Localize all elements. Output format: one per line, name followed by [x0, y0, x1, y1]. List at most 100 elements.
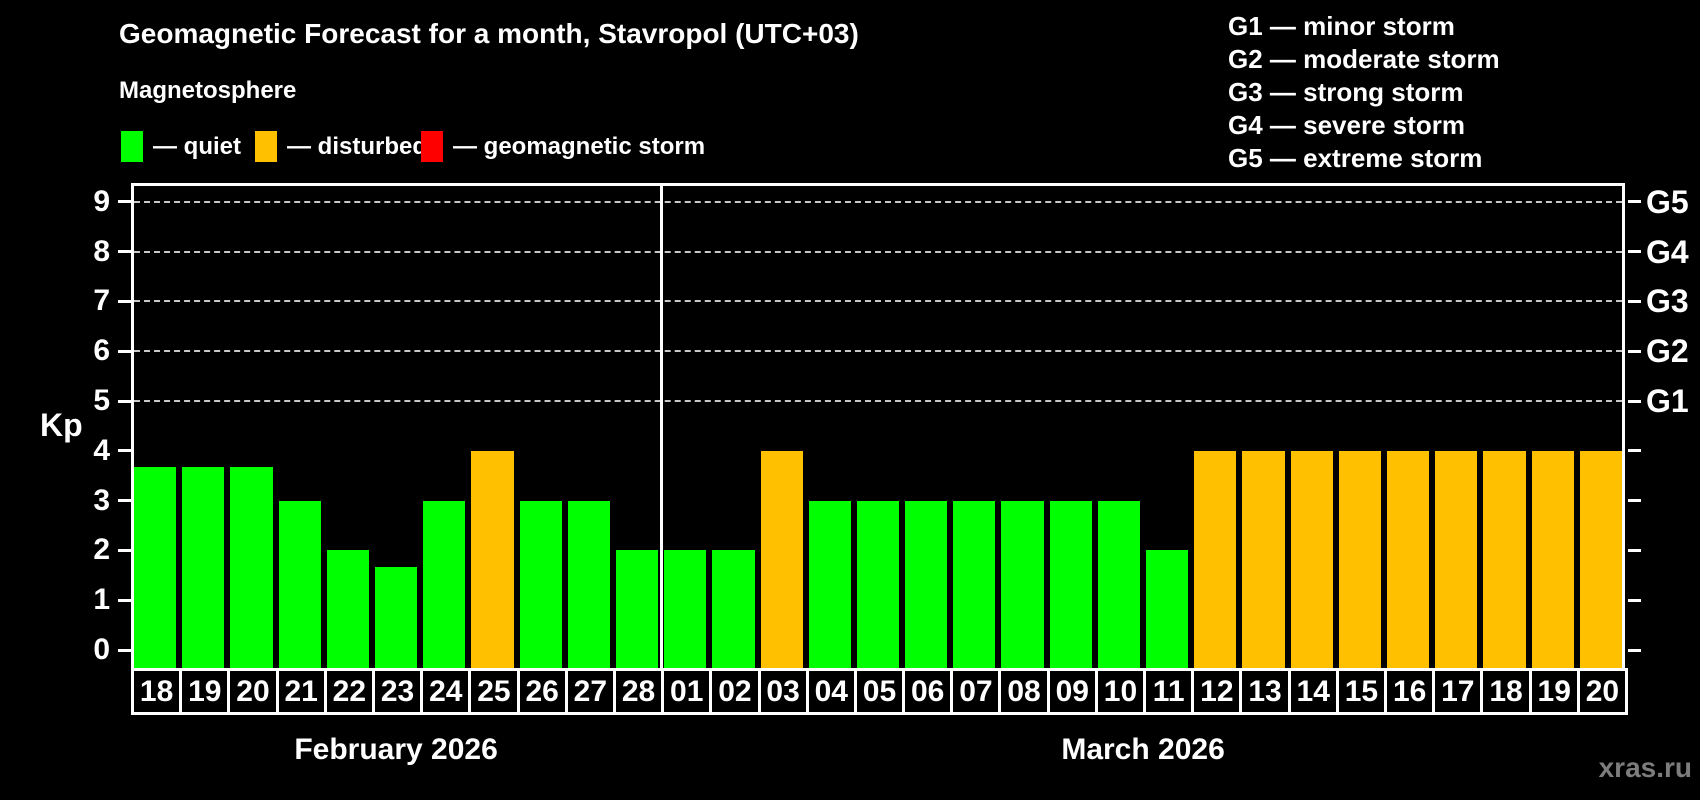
kp-bar [856, 500, 900, 668]
y-axis-tick-label: 5 [93, 384, 110, 417]
right-axis-label-g3: G3 [1646, 283, 1689, 320]
day-label: 13 [1239, 668, 1291, 715]
gridline-kp5 [134, 400, 1622, 402]
y-axis-tick-label: 1 [93, 583, 110, 617]
right-axis-tick [1628, 200, 1641, 204]
gridline-kp9 [134, 200, 1622, 203]
disturbed-color-swatch-icon [255, 131, 277, 162]
kp-bar [567, 500, 610, 668]
day-label: 28 [612, 668, 665, 715]
day-label: 05 [853, 668, 906, 715]
day-label: 11 [1143, 668, 1195, 715]
kp-bar [808, 500, 851, 668]
kp-bar [760, 450, 803, 668]
day-label: 19 [1528, 668, 1580, 715]
day-label: 06 [902, 668, 954, 715]
right-axis-tick [1628, 499, 1641, 503]
kp-bar [519, 500, 562, 668]
storm-scale-line-g1: G1 — minor storm [1228, 11, 1455, 41]
kp-bar [905, 500, 948, 668]
kp-bar [1001, 500, 1044, 668]
month-separator [659, 183, 663, 668]
month-label: March 2026 [1061, 733, 1225, 766]
kp-bar [278, 500, 321, 668]
y-axis-tick-label: 2 [93, 533, 110, 567]
storm-color-swatch-icon [421, 131, 443, 162]
y-axis-tick-label: 0 [93, 633, 110, 666]
right-axis-tick [1628, 598, 1641, 602]
day-label: 01 [661, 668, 713, 715]
plot-border-left [131, 183, 134, 668]
legend-item-disturbed: — disturbed [255, 131, 427, 162]
day-label: 18 [131, 668, 183, 715]
plot-area [131, 183, 1625, 668]
plot-border-right [1622, 183, 1625, 668]
kp-bar [1242, 450, 1285, 668]
kp-bar [1049, 500, 1092, 668]
day-label: 22 [323, 668, 375, 715]
kp-bar [1387, 450, 1430, 668]
y-axis-tick [118, 299, 131, 303]
legend-label-storm: — geomagnetic storm [453, 133, 706, 160]
kp-bar [1097, 500, 1141, 668]
kp-bar [326, 550, 369, 668]
y-axis-tick-label: 8 [93, 234, 110, 268]
right-axis-tick [1628, 349, 1641, 353]
storm-scale-line-g4: G4 — severe storm [1228, 110, 1466, 140]
y-axis-tick [118, 399, 131, 403]
kp-bar [1290, 450, 1333, 668]
y-axis-tick [118, 548, 131, 552]
day-label: 14 [1287, 668, 1339, 715]
day-label: 17 [1432, 668, 1484, 715]
day-label: 07 [950, 668, 1002, 715]
plot-border-top [131, 183, 1625, 186]
right-axis-tick [1628, 399, 1641, 403]
y-axis-tick [118, 648, 131, 652]
right-axis-label-g1: G1 [1646, 383, 1689, 419]
month-label: February 2026 [294, 733, 498, 766]
legend-item-storm: — geomagnetic storm [421, 131, 705, 162]
right-axis-tick [1628, 548, 1641, 552]
y-axis-tick [118, 250, 131, 254]
kp-bar [230, 467, 273, 668]
day-label: 20 [227, 668, 279, 715]
storm-scale-line-g3: G3 — strong storm [1228, 77, 1464, 107]
kp-bar [953, 500, 996, 668]
day-label: 27 [564, 668, 616, 715]
right-axis-tick [1628, 250, 1641, 254]
y-axis-title: Kp [40, 407, 83, 443]
day-label: 09 [1046, 668, 1098, 715]
right-axis-tick [1628, 299, 1641, 303]
storm-scale-line-g2: G2 — moderate storm [1228, 44, 1500, 74]
legend-label-disturbed: — disturbed [287, 133, 428, 160]
watermark: xras.ru [1598, 752, 1692, 783]
gridline-kp7 [134, 300, 1622, 303]
day-axis: 18 19 20 21 22 23 24 25 26 27 28 01 02 03 04 05 06 07 08 09… [131, 668, 1631, 718]
gridline-kp6 [134, 350, 1622, 353]
day-label: 18 [1480, 668, 1532, 715]
kp-bar [712, 550, 755, 668]
gridline-kp8 [134, 250, 1622, 253]
y-axis-tick-label: 4 [93, 433, 110, 467]
day-label: 08 [998, 668, 1050, 715]
kp-bar [1435, 450, 1478, 668]
day-label: 16 [1384, 668, 1436, 715]
y-axis-tick [118, 200, 131, 204]
y-axis-tick-label: 9 [93, 184, 110, 218]
legend-label-quiet: — quiet [153, 133, 241, 160]
day-label: 26 [516, 668, 568, 715]
right-axis-label-g5: G5 [1646, 183, 1689, 220]
y-axis-tick-label: 6 [93, 334, 110, 368]
day-label: 15 [1335, 668, 1388, 715]
kp-bar [1194, 450, 1237, 668]
day-label: 21 [275, 668, 327, 715]
kp-bar [664, 550, 707, 668]
y-axis-tick [118, 499, 131, 503]
y-axis-tick-label: 3 [93, 483, 110, 517]
right-axis-tick [1628, 449, 1641, 453]
kp-bar [374, 566, 418, 668]
right-axis-label-g2: G2 [1646, 333, 1689, 370]
day-label: 19 [179, 668, 231, 715]
kp-bar [182, 467, 225, 668]
